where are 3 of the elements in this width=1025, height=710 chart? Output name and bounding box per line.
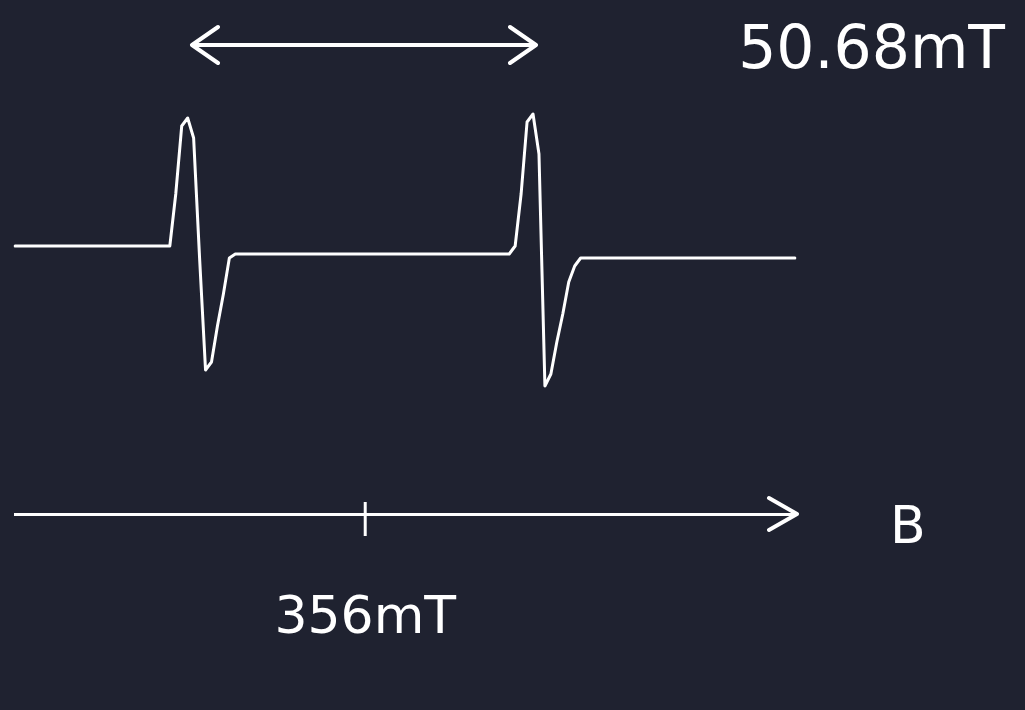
text: 50.68mT bbox=[738, 11, 1006, 82]
text: 356mT bbox=[274, 584, 457, 645]
x-axis-title: B bbox=[890, 494, 926, 555]
